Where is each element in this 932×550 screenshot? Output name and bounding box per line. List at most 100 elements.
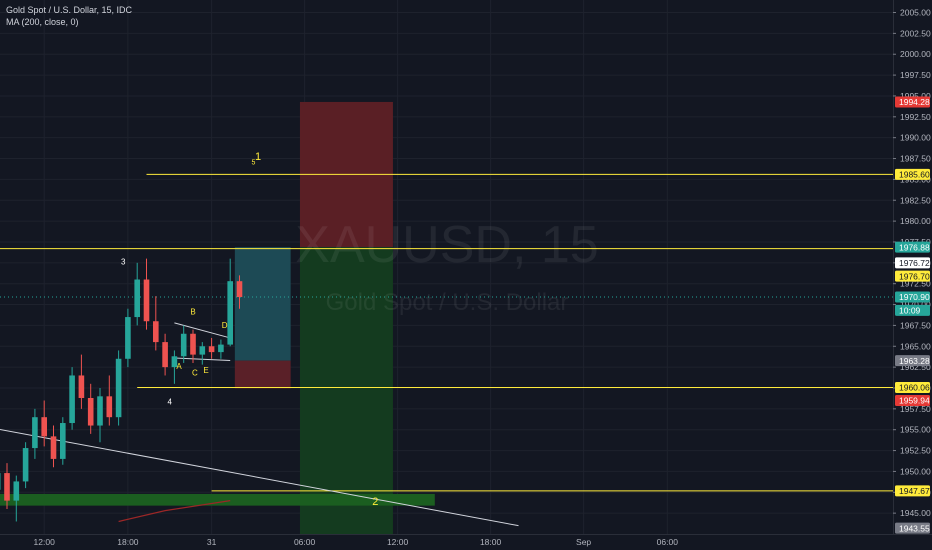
candle-up [180,333,187,357]
price-badge-bg [895,485,930,497]
candle-up [218,344,224,353]
candle-down [50,436,57,459]
price-badge-bg [895,304,930,316]
candle-up [32,417,38,449]
price-badge: 1970.90 [895,291,930,303]
price-badge-label: 1960.06 [899,383,930,393]
time-tick-label: 18:00 [117,537,139,547]
price-tick-label: 1990.00 [900,133,931,143]
trend-line [0,429,519,527]
candle-down [78,375,85,398]
candle-up [22,448,29,482]
price-badge-label: 10:09 [899,306,921,316]
price-tick-label: 1967.50 [900,320,931,330]
price-badge-bg [895,96,930,108]
price-badge-label: 1959.94 [899,396,930,406]
candle-down [143,279,150,322]
time-tick-label: 18:00 [480,537,502,547]
price-badge: 1994.28 [895,96,930,108]
wave-label: B [190,308,195,317]
price-badge-label: 1976.70 [899,271,930,281]
price-tick-label: 1970.00 [900,300,931,310]
price-badge-label: 1976.88 [899,242,930,252]
price-badge-label: 1943.55 [899,523,930,533]
candle-down [4,473,10,501]
candle-up [0,473,1,490]
price-badge-bg [895,168,930,180]
wave-label: 2 [372,496,378,508]
candle-up [134,279,140,318]
candle-up [227,281,233,345]
moving-average-path [118,500,231,523]
candle-down [87,397,94,426]
zone-demand-zone [0,493,435,506]
price-tick-label: 1965.00 [900,341,931,351]
price-tick-label: 1992.50 [900,112,931,122]
candle-up [69,375,75,424]
price-badge-bg [895,355,930,367]
candle-down [190,333,196,355]
price-badge: 1963.28 [895,355,930,367]
watermark-ticker: XAUUSD, 15 [295,216,598,274]
price-tick-label: 1945.00 [900,508,931,518]
price-tick-label: 1997.50 [900,70,931,80]
chart-legend: Gold Spot / U.S. Dollar, 15, IDC MA (200… [6,4,132,28]
time-axis[interactable]: 2806:0012:0018:003106:0012:0018:00Sep06:… [0,534,932,550]
zone-long-position-target [234,247,291,361]
price-badges: 1994.28 1985.60 1976.88 1976.72 1976.70 1970.… [895,96,930,534]
symbol-title: Gold Spot / U.S. Dollar, 15, IDC [6,5,133,15]
price-badge-label: 1976.72 [899,258,930,268]
price-tick-label: 1957.50 [900,404,931,414]
price-badge: 1976.70 [895,270,930,282]
wave-label: A [176,362,182,371]
price-badge-bg [895,522,930,534]
price-badge-label: 1970.90 [899,292,930,302]
moving-average-line [118,500,231,523]
price-tick-label: 2002.50 [900,28,931,38]
price-tick-label: 1950.00 [900,466,931,476]
position-zones [0,101,435,534]
price-tick-label: 1962.50 [900,362,931,372]
zone-short-position-target [299,247,393,534]
price-badge-bg [895,241,930,253]
wave-label: E [203,366,208,375]
price-badge: 1943.55 [895,522,930,534]
price-tick-label: 1955.00 [900,425,931,435]
price-tick-label: 2005.00 [900,8,931,18]
price-tick-label: 1980.00 [900,216,931,226]
candle-down [208,346,215,353]
price-badge: 10:09 [895,304,930,316]
price-tick-label: 1995.00 [900,91,931,101]
candle-down [41,417,47,437]
price-badge-bg [895,257,930,269]
wave-label: 5 [251,159,255,166]
wave-label: C [192,368,198,377]
price-badge-bg [895,291,930,303]
price-badge: 1985.60 [895,168,930,180]
price-tick-label: 2000.00 [900,49,931,59]
candle-up [199,346,206,355]
price-badge: 1947.67 [895,485,930,497]
candle-down [106,396,113,418]
price-badge: 1959.94 [895,395,930,406]
price-tick-label: 1952.50 [900,446,931,456]
time-tick-label: 06:00 [294,537,316,547]
time-tick-label: Sep [576,537,591,547]
candle-down [153,321,159,343]
chart-watermark: XAUUSD, 15 Gold Spot / U.S. Dollar [295,216,598,316]
indicator-title: MA (200, close, 0) [6,17,79,27]
time-tick-label: 31 [207,537,217,547]
price-badge: 1960.06 [895,381,930,393]
candle-down [236,281,243,298]
price-badge-label: 1994.28 [899,97,930,107]
time-axis-background [0,534,932,550]
wave-label: 1 [255,151,261,163]
price-badge-label: 1963.28 [899,356,930,366]
wave-label: D [222,321,228,330]
price-badge-bg [895,381,930,393]
wave-label: 3 [121,257,126,266]
price-badge-bg [895,395,930,406]
price-tick-label: 1972.50 [900,279,931,289]
candle-up [115,358,122,418]
